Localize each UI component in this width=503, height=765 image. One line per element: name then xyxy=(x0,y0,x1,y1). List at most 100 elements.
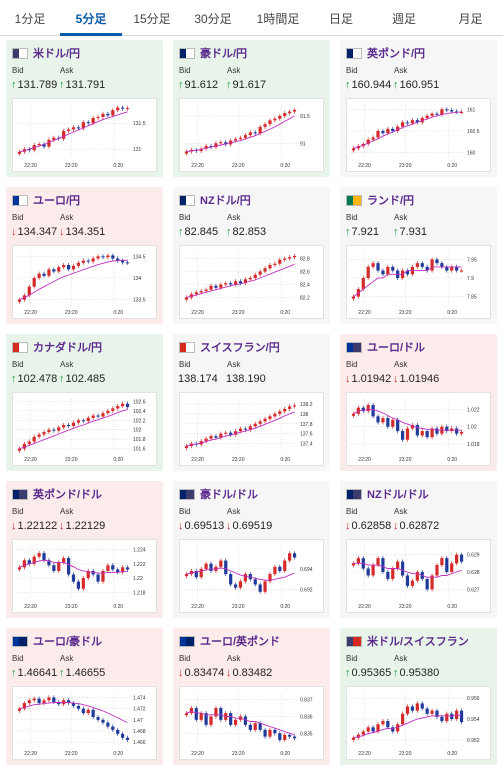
ask-price: 102.485 xyxy=(65,373,106,385)
ask-label: Ask xyxy=(60,66,74,75)
arrow-down-icon: ↓ xyxy=(59,226,65,238)
candle-body xyxy=(116,258,120,261)
pair-title[interactable]: カナダドル/円 xyxy=(12,340,102,354)
rate-card[interactable]: スイスフラン/円 Bid Ask 138.174 138.190 138.2 13… xyxy=(173,334,330,471)
pair-title[interactable]: 豪ドル/円 xyxy=(179,46,247,60)
mini-chart[interactable]: 102.6 102.4 102.2 102 101.8 101.6 22:20 23:20 0:… xyxy=(12,392,157,466)
rate-card[interactable]: 豪ドル/円 Bid Ask ↑91.612 ↑91.617 91.5 91 22:2… xyxy=(173,40,330,177)
candle-body xyxy=(52,565,56,571)
pair-title[interactable]: 米ドル/スイスフラン xyxy=(346,634,469,648)
pair-name[interactable]: 豪ドル/ドル xyxy=(200,489,259,501)
candle-body xyxy=(253,723,257,730)
pair-name[interactable]: NZドル/円 xyxy=(200,195,251,207)
pair-name[interactable]: ユーロ/豪ドル xyxy=(33,636,103,648)
candle-body xyxy=(125,403,130,408)
bid-value: ↑102.478 xyxy=(11,373,57,385)
tab-15min[interactable]: 15分足 xyxy=(133,12,171,26)
pair-title[interactable]: 豪ドル/ドル xyxy=(179,487,258,501)
bid-value: 138.174 xyxy=(178,373,218,385)
mini-chart[interactable]: 0.629 0.628 0.627 22:20 23:20 0:20 xyxy=(346,539,491,613)
mini-chart[interactable]: 0.837 0.836 0.835 22:20 23:20 0:20 xyxy=(179,686,324,760)
arrow-down-icon: ↓ xyxy=(345,373,351,385)
mini-chart[interactable]: 82.8 82.6 82.4 82.2 22:20 23:20 0:20 xyxy=(179,245,324,319)
candle-body xyxy=(410,120,415,124)
mini-chart[interactable]: 0.694 0.692 22:20 23:20 0:20 xyxy=(179,539,324,613)
mini-chart[interactable]: 161 160.5 160 22:20 23:20 0:20 xyxy=(346,98,491,172)
candle-body xyxy=(17,448,22,451)
pair-name[interactable]: 米ドル/スイスフラン xyxy=(367,636,469,648)
tab-1min[interactable]: 1分足 xyxy=(14,12,46,26)
mini-chart[interactable]: 138.2 138 137.8 137.6 137.4 22:20 23:20 0:20 xyxy=(179,392,324,466)
candlestick-chart: 102.6 102.4 102.2 102 101.8 101.6 22:20 23:20 0:… xyxy=(17,399,146,463)
pair-name[interactable]: 英ポンド/ドル xyxy=(33,489,103,501)
candle-body xyxy=(435,565,439,576)
pair-title[interactable]: スイスフラン/円 xyxy=(179,340,280,354)
pair-name[interactable]: 米ドル/円 xyxy=(33,48,81,60)
moving-average-line xyxy=(19,111,128,153)
mini-chart[interactable]: 1.022 1.02 1.018 22:20 23:20 0:20 xyxy=(346,392,491,466)
pair-name[interactable]: カナダドル/円 xyxy=(33,342,103,354)
rate-card[interactable]: ランド/円 Bid Ask ↑7.921 ↑7.931 7.95 7.9 7.85 2… xyxy=(340,187,497,324)
rate-card[interactable]: NZドル/ドル Bid Ask ↓0.62858 ↓0.62872 0.629 0… xyxy=(340,481,497,618)
pair-name[interactable]: ユーロ/円 xyxy=(33,195,81,207)
pair-name[interactable]: ユーロ/ドル xyxy=(367,342,426,354)
rate-card[interactable]: カナダドル/円 Bid Ask ↑102.478 ↑102.485 102.6 1… xyxy=(6,334,163,471)
rate-card[interactable]: 豪ドル/ドル Bid Ask ↓0.69513 ↓0.69519 0.694 0.… xyxy=(173,481,330,618)
pair-name[interactable]: スイスフラン/円 xyxy=(200,342,280,354)
candle-body xyxy=(17,299,22,302)
pair-title[interactable]: 米ドル/円 xyxy=(12,46,80,60)
mini-chart[interactable]: 0.956 0.954 0.952 22:20 23:20 0:20 xyxy=(346,686,491,760)
mini-chart[interactable]: 7.95 7.9 7.85 22:20 23:20 0:20 xyxy=(346,245,491,319)
mini-chart[interactable]: 1.224 1.222 1.22 1.218 22:20 23:20 0:20 xyxy=(12,539,157,613)
candle-body xyxy=(351,296,356,299)
rate-card[interactable]: ユーロ/円 Bid Ask ↓134.347 ↓134.351 134.5 134… xyxy=(6,187,163,324)
tab-1hour[interactable]: 1時間足 xyxy=(256,12,300,26)
pair-title[interactable]: ユーロ/英ポンド xyxy=(179,634,280,648)
rate-card[interactable]: 英ポンド/円 Bid Ask ↑160.944 ↑160.951 161 160.… xyxy=(340,40,497,177)
pair-title[interactable]: 英ポンド/ドル xyxy=(12,487,102,501)
timeframe-tabs: 1分足 5分足 15分足 30分足 1時間足 日足 週足 月足 xyxy=(0,0,503,36)
pair-title[interactable]: ユーロ/円 xyxy=(12,193,80,207)
tab-daily[interactable]: 日足 xyxy=(328,12,353,26)
candle-body xyxy=(258,126,262,134)
mini-chart[interactable]: 91.5 91 22:20 23:20 0:20 xyxy=(179,98,324,172)
rate-card[interactable]: ユーロ/ドル Bid Ask ↓1.01942 ↓1.01946 1.022 1.… xyxy=(340,334,497,471)
candle-body xyxy=(459,270,464,272)
candlestick-chart: 1.224 1.222 1.22 1.218 22:20 23:20 0:20 xyxy=(17,546,146,610)
candle-body xyxy=(52,429,56,431)
rate-card[interactable]: 米ドル/スイスフラン Bid Ask ↑0.95365 ↑0.95380 0.9… xyxy=(340,628,497,765)
rate-card[interactable]: 英ポンド/ドル Bid Ask ↓1.22122 ↓1.22129 1.224 1… xyxy=(6,481,163,618)
rate-card[interactable]: NZドル/円 Bid Ask ↑82.845 ↑82.853 82.8 82.6 8… xyxy=(173,187,330,324)
tab-5min[interactable]: 5分足 xyxy=(60,0,122,36)
pair-name[interactable]: 英ポンド/円 xyxy=(367,48,426,60)
mini-chart[interactable]: 131.5 131 22:20 23:20 0:20 xyxy=(12,98,157,172)
tab-monthly[interactable]: 月足 xyxy=(458,12,483,26)
pair-title[interactable]: ユーロ/豪ドル xyxy=(12,634,102,648)
candle-body xyxy=(106,113,110,116)
pair-title[interactable]: ユーロ/ドル xyxy=(346,340,425,354)
tab-30min[interactable]: 30分足 xyxy=(194,12,232,26)
tab-weekly[interactable]: 週足 xyxy=(391,12,416,26)
candle-body xyxy=(415,120,419,123)
pair-title[interactable]: NZドル/ドル xyxy=(346,487,429,501)
candle-body xyxy=(253,423,257,427)
rate-card[interactable]: ユーロ/英ポンド Bid Ask ↓0.83474 ↓0.83482 0.837… xyxy=(173,628,330,765)
candle-body xyxy=(86,709,90,714)
candle-body xyxy=(233,584,238,588)
ask-label: Ask xyxy=(227,654,241,663)
moving-average-line xyxy=(186,567,295,581)
pair-name[interactable]: 豪ドル/円 xyxy=(200,48,248,60)
rate-card[interactable]: ユーロ/豪ドル Bid Ask ↑1.46641 ↑1.46655 1.474 1… xyxy=(6,628,163,765)
candle-body xyxy=(283,734,287,740)
rate-card[interactable]: 米ドル/円 Bid Ask ↑131.789 ↑131.791 131.5 131… xyxy=(6,40,163,177)
pair-name[interactable]: ユーロ/英ポンド xyxy=(200,636,281,648)
pair-title[interactable]: 英ポンド/円 xyxy=(346,46,425,60)
pair-name[interactable]: NZドル/ドル xyxy=(367,489,429,501)
pair-title[interactable]: ランド/円 xyxy=(346,193,414,207)
mini-chart[interactable]: 134.5 134 133.5 22:20 23:20 0:20 xyxy=(12,245,157,319)
mini-chart[interactable]: 1.474 1.472 1.47 1.468 1.466 22:20 23:20 0:20 xyxy=(12,686,157,760)
candle-body xyxy=(27,560,31,564)
pair-name[interactable]: ランド/円 xyxy=(367,195,415,207)
candle-body xyxy=(356,558,360,564)
pair-title[interactable]: NZドル/円 xyxy=(179,193,251,207)
